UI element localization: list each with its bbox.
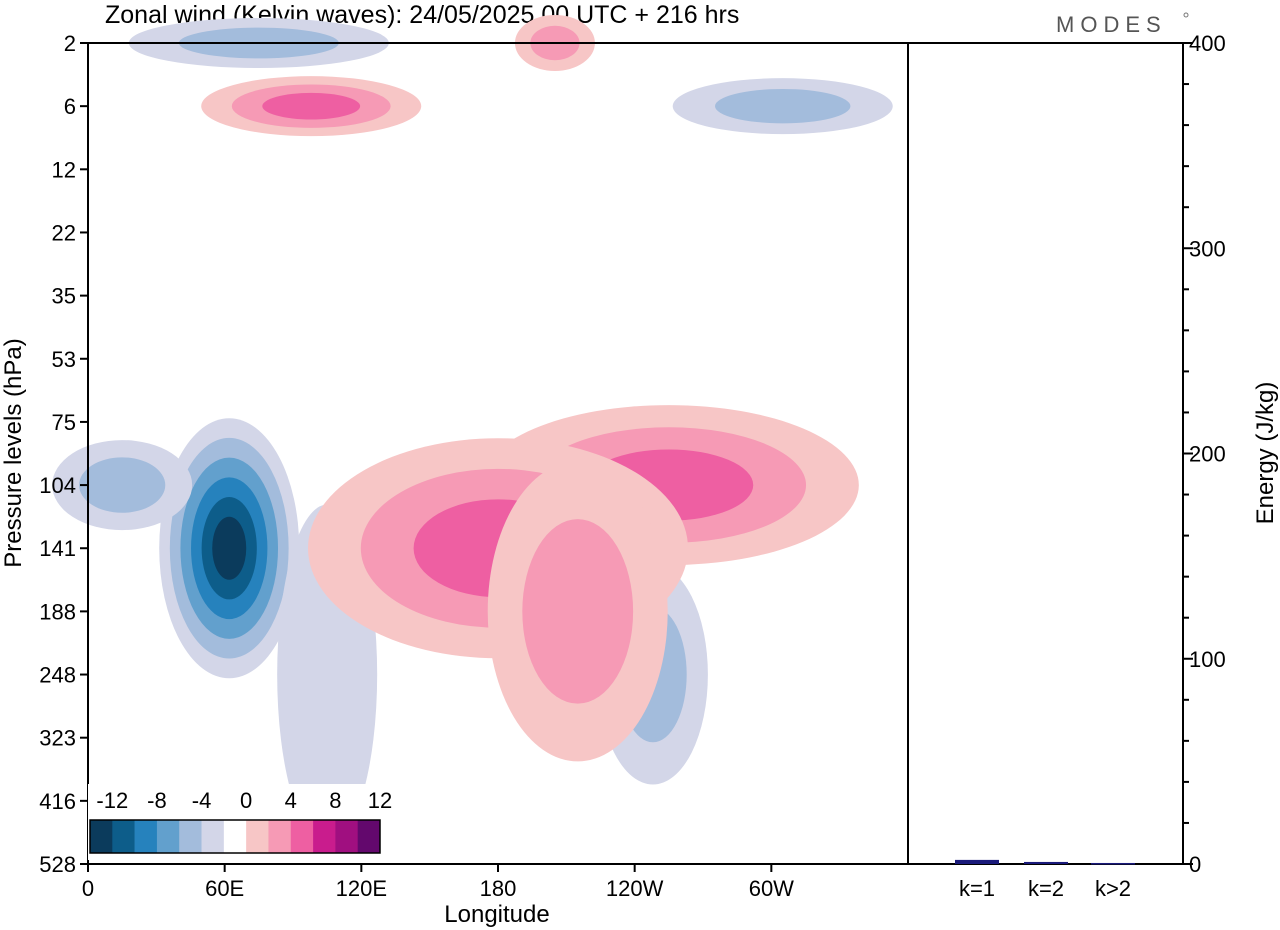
energy-panel-frame <box>907 42 1184 865</box>
x-axis-tick-labels: 0 60E 120E 180 120W 60W <box>82 864 794 901</box>
contour-band <box>522 519 634 704</box>
y-tick-label: 53 <box>52 347 76 372</box>
energy-bar <box>955 859 999 864</box>
colorbar-swatch <box>357 820 381 853</box>
colorbar-label: 8 <box>329 788 341 813</box>
x-tick-label: 120E <box>336 876 387 901</box>
energy-tick-label: 0 <box>1189 852 1201 877</box>
energy-tick-label: 200 <box>1189 442 1226 467</box>
energy-bar-label: k=1 <box>959 876 995 901</box>
energy-tick-label: 100 <box>1189 647 1226 672</box>
colorbar-label: -12 <box>96 788 128 813</box>
y-tick-label: 416 <box>39 789 76 814</box>
x-tick-label: 0 <box>82 876 94 901</box>
registered-mark-icon <box>1183 12 1189 18</box>
colorbar-border <box>89 819 381 854</box>
y-axis-tick-labels: 2 6 12 22 35 53 75 104 141 188 248 323 416 528 <box>39 31 88 877</box>
colorbar-swatch <box>290 820 314 853</box>
energy-bar <box>1091 862 1135 865</box>
y-tick-label: 528 <box>39 852 76 877</box>
y-tick-label: 248 <box>39 663 76 688</box>
modes-logo: MODES <box>1056 12 1167 37</box>
energy-bar-label: k>2 <box>1095 876 1131 901</box>
colorbar-label: -4 <box>192 788 212 813</box>
colorbar-swatch <box>223 820 247 853</box>
x-tick-label: 60W <box>749 876 794 901</box>
colorbar-label: 12 <box>368 788 392 813</box>
contour-band <box>715 88 851 124</box>
x-tick-label: 120W <box>606 876 664 901</box>
colorbar-label: -8 <box>147 788 167 813</box>
y-tick-label: 141 <box>39 536 76 561</box>
contour-band <box>212 516 247 580</box>
colorbar-swatch <box>313 820 336 853</box>
energy-bars: k=1 k=2 k>2 <box>955 859 1135 901</box>
colorbar-swatch <box>268 820 292 853</box>
y-tick-label: 2 <box>64 31 76 56</box>
colorbar-swatch <box>179 820 202 853</box>
colorbar-label: 0 <box>240 788 252 813</box>
energy-tick-label: 300 <box>1189 236 1226 261</box>
y-tick-label: 12 <box>52 157 76 182</box>
colorbar-swatch <box>112 820 135 853</box>
energy-bar <box>1024 861 1068 864</box>
colorbar-swatch <box>246 820 269 853</box>
y-tick-label: 188 <box>39 599 76 624</box>
y-tick-label: 75 <box>52 410 76 435</box>
colorbar-swatch <box>134 820 158 853</box>
energy-tick-label: 400 <box>1189 31 1226 56</box>
colorbar-swatch <box>90 820 113 853</box>
y-tick-label: 6 <box>64 94 76 119</box>
y-tick-label: 22 <box>52 220 76 245</box>
colorbar-label: 4 <box>285 788 297 813</box>
y-tick-label: 104 <box>39 473 76 498</box>
y-axis-label: Pressure levels (hPa) <box>0 338 27 567</box>
contour-band <box>79 457 166 513</box>
colorbar-swatch <box>156 820 180 853</box>
heatmap-field <box>52 15 893 845</box>
x-tick-label: 60E <box>205 876 244 901</box>
x-tick-label: 180 <box>480 876 517 901</box>
colorbar-swatch <box>335 820 358 853</box>
energy-bar-label: k=2 <box>1028 876 1064 901</box>
y-tick-label: 35 <box>52 284 76 309</box>
energy-axis-label: Energy (J/kg) <box>1252 382 1279 525</box>
y-tick-label: 323 <box>39 726 76 751</box>
energy-axis-ticks: 0 100 200 300 400 <box>1183 31 1226 877</box>
colorbar-swatch <box>201 820 225 853</box>
contour-band <box>262 92 361 120</box>
colorbar: -12 -8 -4 0 4 8 12 <box>88 784 392 860</box>
x-axis-label: Longitude <box>444 901 549 928</box>
